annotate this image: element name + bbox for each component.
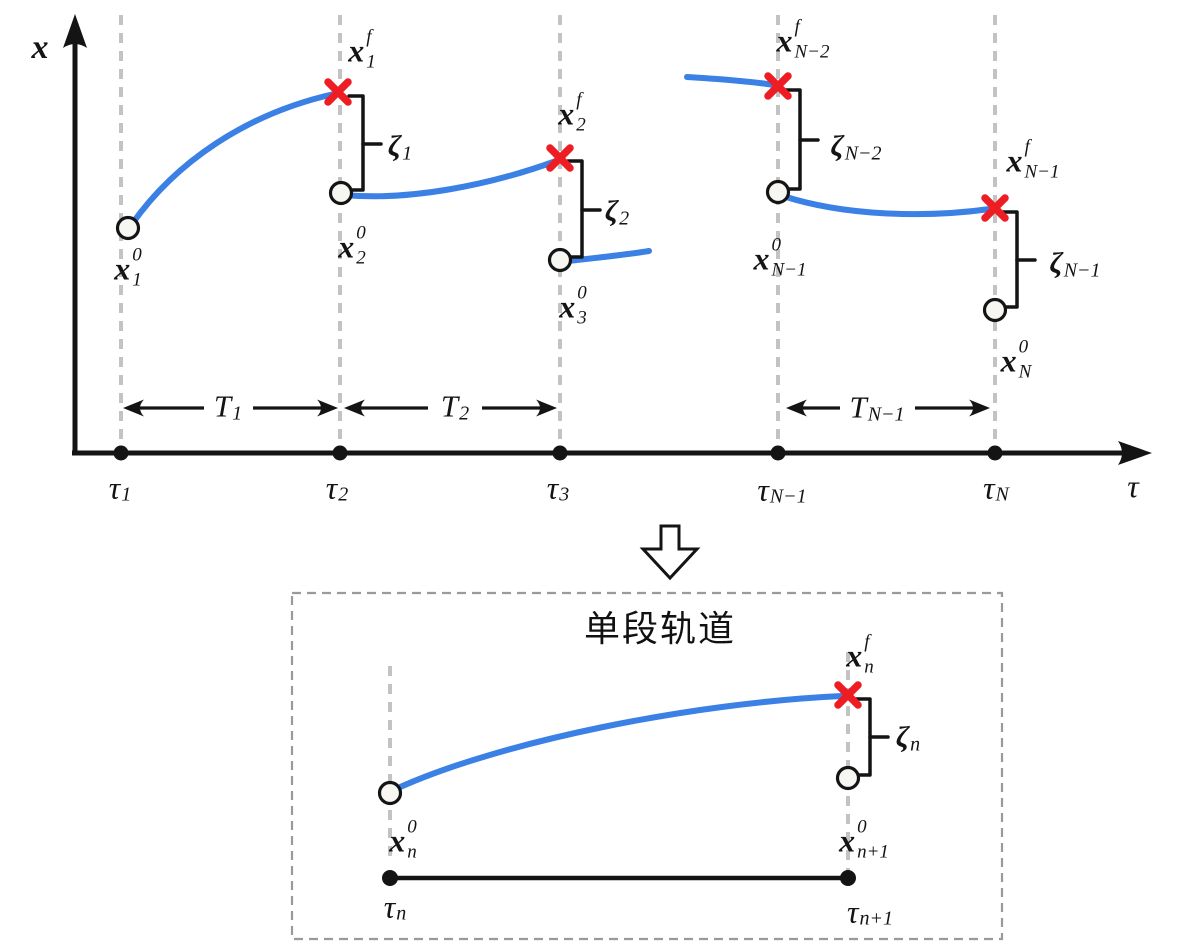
label-zetaNm2: ζ N−2 <box>830 129 882 165</box>
tick-tauN <box>987 445 1003 461</box>
initial-state-marker-1 <box>115 215 141 241</box>
label-TNm1: T N−1 <box>849 389 905 426</box>
x-axis-arrowhead <box>1118 441 1152 465</box>
tick-taunp1 <box>840 870 856 886</box>
initial-state-marker-Nm1 <box>765 179 791 205</box>
final-state-marker-n <box>834 681 862 709</box>
label-tauNm1: τ N−1 <box>757 471 807 508</box>
defect-bracket-zetaNm1 <box>1001 210 1037 309</box>
initial-state-marker-np1 <box>835 765 861 791</box>
segment-Nm2-curve <box>684 74 777 88</box>
interval-TNm1-arrow <box>786 399 990 417</box>
single-segment-box <box>290 591 1004 941</box>
tick-taun <box>382 870 398 886</box>
final-state-marker-Nm2 <box>764 72 792 100</box>
label-xNm1-final: x f N−1 <box>1006 136 1060 183</box>
tick-tauNm1 <box>770 445 786 461</box>
down-arrow-icon <box>639 524 701 581</box>
tick-tau1 <box>113 445 129 461</box>
tick-tau2 <box>332 445 348 461</box>
final-state-marker-1 <box>324 78 352 106</box>
segment-Nm1-curve <box>780 193 993 218</box>
interval-T1-arrow <box>123 399 338 417</box>
label-xNm2-final: x f N−2 <box>776 16 830 63</box>
defect-bracket-zeta1 <box>347 94 383 192</box>
label-xNm1-initial: x 0 N−1 <box>753 234 807 281</box>
y-axis-label: x <box>31 29 49 66</box>
defect-bracket-zetan <box>854 697 890 777</box>
label-taunp1: τ n+1 <box>847 893 893 930</box>
segment-n-curve <box>395 693 845 791</box>
segment-1-curve <box>129 91 337 227</box>
label-zetaNm1: ζ N−1 <box>1049 246 1101 282</box>
initial-state-marker-2 <box>328 180 354 206</box>
segment-3-curve <box>564 248 652 264</box>
defect-bracket-zeta2 <box>566 159 602 259</box>
final-state-marker-Nm1 <box>981 194 1009 222</box>
label-xnp1-initial: x 0 n+1 <box>839 816 889 863</box>
interval-T2-arrow <box>344 399 557 417</box>
initial-state-marker-3 <box>547 247 573 273</box>
tick-tau3 <box>552 445 568 461</box>
segment-2-curve <box>341 158 559 200</box>
defect-bracket-zetaNm2 <box>784 88 820 191</box>
x-axis-label: τ <box>1127 468 1139 504</box>
single-segment-title: 单段轨道 <box>583 609 737 649</box>
initial-state-marker-N <box>982 297 1008 323</box>
final-state-marker-2 <box>546 144 574 172</box>
initial-state-marker-n <box>377 780 403 806</box>
y-axis-arrowhead <box>63 14 87 48</box>
